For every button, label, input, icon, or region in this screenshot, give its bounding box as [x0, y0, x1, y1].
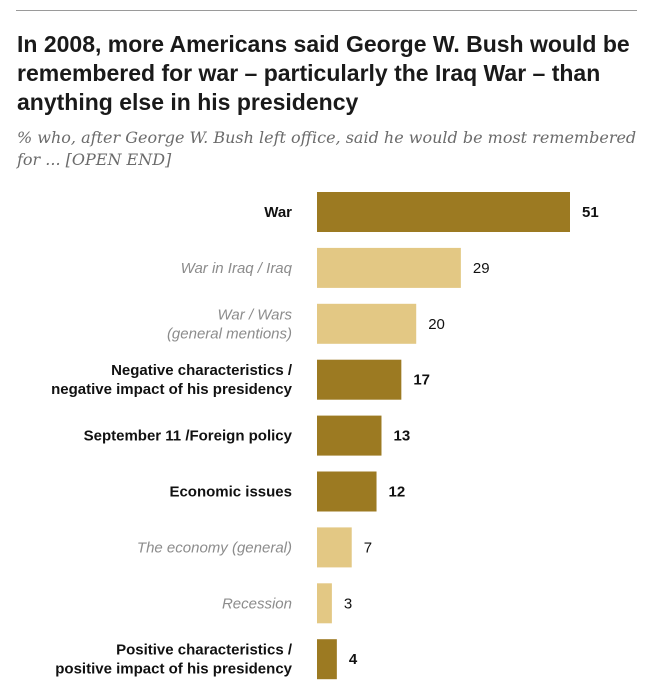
bar-2	[317, 303, 417, 344]
value-label-2: 20	[428, 316, 445, 333]
category-label-3: Negative characteristics / negative impac…	[51, 362, 293, 398]
bar-5	[317, 471, 377, 512]
bar-0	[317, 192, 570, 232]
bar-7	[317, 583, 332, 624]
value-label-0: 51	[582, 204, 599, 221]
category-label-4: September 11 /Foreign policy	[84, 428, 293, 445]
bar-3	[317, 359, 402, 400]
category-label-1: War in Iraq / Iraq	[181, 260, 293, 277]
bar-6	[317, 527, 352, 568]
bar-1	[317, 247, 461, 288]
bar-8	[317, 639, 337, 680]
value-label-7: 3	[344, 595, 352, 612]
value-label-1: 29	[473, 260, 490, 277]
category-label-6: The economy (general)	[137, 539, 292, 556]
value-label-5: 12	[389, 484, 406, 501]
value-label-8: 4	[349, 651, 358, 668]
chart-title: In 2008, more Americans said George W. B…	[17, 31, 630, 115]
value-label-4: 13	[393, 428, 410, 445]
chart-subtitle: % who, after George W. Bush left office,…	[17, 128, 637, 169]
value-label-3: 17	[413, 372, 430, 389]
category-label-2: War / Wars (general mentions)	[167, 306, 293, 342]
category-label-7: Recession	[222, 595, 292, 612]
category-label-0: War	[264, 204, 292, 221]
value-label-6: 7	[364, 539, 372, 556]
top-rule	[16, 10, 637, 11]
category-label-8: Positive characteristics / positive impac…	[55, 642, 293, 678]
bar-4	[317, 415, 382, 456]
category-label-5: Economic issues	[169, 484, 292, 501]
